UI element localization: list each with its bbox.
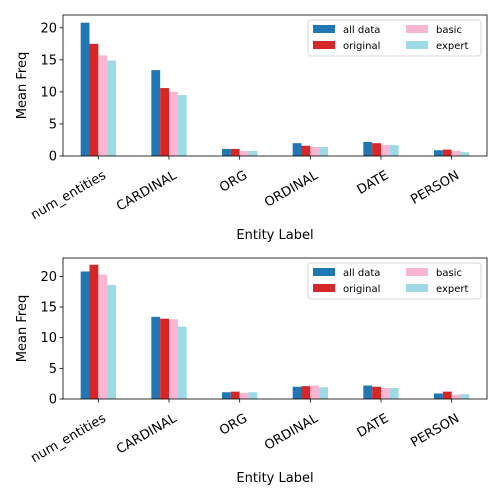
bar-expert-ORG [248, 150, 258, 156]
bar-expert-ORG [248, 392, 258, 399]
bar-original-ORG [230, 148, 240, 156]
bar-basic-PERSON [451, 150, 461, 156]
bar-all-data-PERSON [434, 393, 443, 399]
y-tick-label: 20 [40, 21, 57, 36]
bar-original-DATE [372, 386, 381, 399]
bar-expert-CARDINAL [177, 326, 187, 399]
bar-basic-ORG [239, 392, 249, 399]
x-axis-label: Entity Label [236, 228, 313, 243]
bar-basic-num_entities [98, 274, 108, 399]
legend: all data original basic expert [307, 19, 482, 57]
bar-original-num_entities [89, 264, 99, 399]
bar-all-data-CARDINAL [151, 70, 161, 156]
legend-label: all data [343, 268, 380, 279]
bar-all-data-DATE [363, 385, 373, 399]
bar-original-DATE [372, 143, 381, 156]
x-tick-label: num_entities [28, 411, 109, 466]
bar-expert-num_entities [107, 60, 116, 156]
legend-label: original [343, 41, 380, 52]
legend-swatch-expert [406, 284, 428, 292]
bar-all-data-ORG [222, 392, 231, 399]
bar-basic-ORDINAL [310, 147, 320, 156]
legend-label: expert [436, 41, 469, 52]
plot-frame [62, 14, 488, 157]
x-axis-label: Entity Label [236, 471, 313, 486]
y-tick-label: 0 [49, 150, 57, 165]
bar-basic-CARDINAL [169, 91, 178, 156]
x-tick-label: ORDINAL [262, 168, 321, 211]
bar-all-data-num_entities [80, 22, 90, 157]
legend-label: expert [436, 284, 469, 295]
legend-swatch-original [313, 284, 335, 292]
x-tick-label: DATE [355, 168, 392, 198]
x-tick-label: CARDINAL [114, 411, 180, 458]
bar-basic-num_entities [98, 55, 108, 156]
bar-expert-CARDINAL [177, 95, 187, 156]
bar-expert-ORDINAL [319, 147, 328, 156]
bar-all-data-num_entities [80, 271, 90, 399]
bar-expert-DATE [389, 145, 399, 156]
bar-basic-DATE [381, 145, 390, 156]
legend-swatch-all-data [313, 25, 335, 33]
legend-swatch-all-data [313, 268, 335, 276]
x-tick-label: ORG [217, 168, 250, 196]
y-tick-label: 5 [49, 362, 57, 377]
bar-original-num_entities [89, 43, 99, 156]
bar-expert-PERSON [460, 394, 470, 399]
y-tick-label: 10 [40, 331, 57, 346]
bar-all-data-CARDINAL [151, 316, 161, 399]
x-tick-label: ORDINAL [262, 411, 321, 454]
legend: all data original basic expert [307, 262, 482, 300]
bar-basic-PERSON [451, 394, 461, 399]
x-tick-label: ORG [217, 411, 250, 439]
chart-2: 0 5 10 15 20 num_entities CARDINAL ORG ORDINAL DA… [15, 257, 488, 486]
y-tick-label: 10 [40, 85, 57, 100]
bar-expert-ORDINAL [319, 387, 328, 399]
legend-swatch-expert [406, 41, 428, 49]
bar-basic-ORDINAL [310, 385, 320, 399]
legend-swatch-basic [406, 268, 428, 276]
bar-expert-num_entities [107, 284, 116, 399]
y-axis-label: Mean Freq [15, 52, 30, 119]
bar-original-PERSON [442, 149, 452, 156]
x-tick-label: num_entities [28, 168, 109, 223]
legend-swatch-basic [406, 25, 428, 33]
x-tick-label: PERSON [408, 411, 462, 451]
bar-basic-DATE [381, 387, 390, 399]
y-tick-label: 5 [49, 117, 57, 132]
legend-label: all data [343, 25, 380, 36]
bar-original-ORG [230, 391, 240, 399]
bar-all-data-ORDINAL [292, 143, 302, 156]
legend-label: basic [436, 25, 462, 36]
legend-box [307, 262, 482, 300]
bar-expert-PERSON [460, 152, 470, 156]
y-axis-label: Mean Freq [15, 295, 30, 362]
y-tick-label: 0 [49, 393, 57, 408]
bar-all-data-ORDINAL [292, 386, 302, 399]
plot-frame [62, 257, 488, 400]
bar-basic-CARDINAL [169, 319, 178, 399]
legend-label: basic [436, 268, 462, 279]
bar-all-data-PERSON [434, 150, 443, 156]
y-tick-label: 20 [40, 270, 57, 285]
y-tick-label: 15 [40, 53, 57, 68]
legend-swatch-original [313, 41, 335, 49]
bar-all-data-DATE [363, 141, 373, 156]
bar-original-PERSON [442, 391, 452, 399]
bar-basic-ORG [239, 150, 249, 156]
x-tick-label: PERSON [408, 168, 462, 208]
x-tick-label: CARDINAL [114, 168, 180, 215]
chart-1: 0 5 10 15 20 num_entities CARDINAL ORG ORDINAL DA… [15, 14, 488, 243]
x-tick-label: DATE [355, 411, 392, 441]
bar-original-CARDINAL [160, 88, 169, 156]
bar-original-ORDINAL [301, 386, 311, 399]
bar-all-data-ORG [222, 148, 231, 156]
bar-original-ORDINAL [301, 145, 311, 156]
legend-label: original [343, 284, 380, 295]
legend-box [307, 19, 482, 57]
y-tick-label: 15 [40, 301, 57, 316]
bar-original-CARDINAL [160, 318, 169, 399]
bar-expert-DATE [389, 387, 399, 399]
